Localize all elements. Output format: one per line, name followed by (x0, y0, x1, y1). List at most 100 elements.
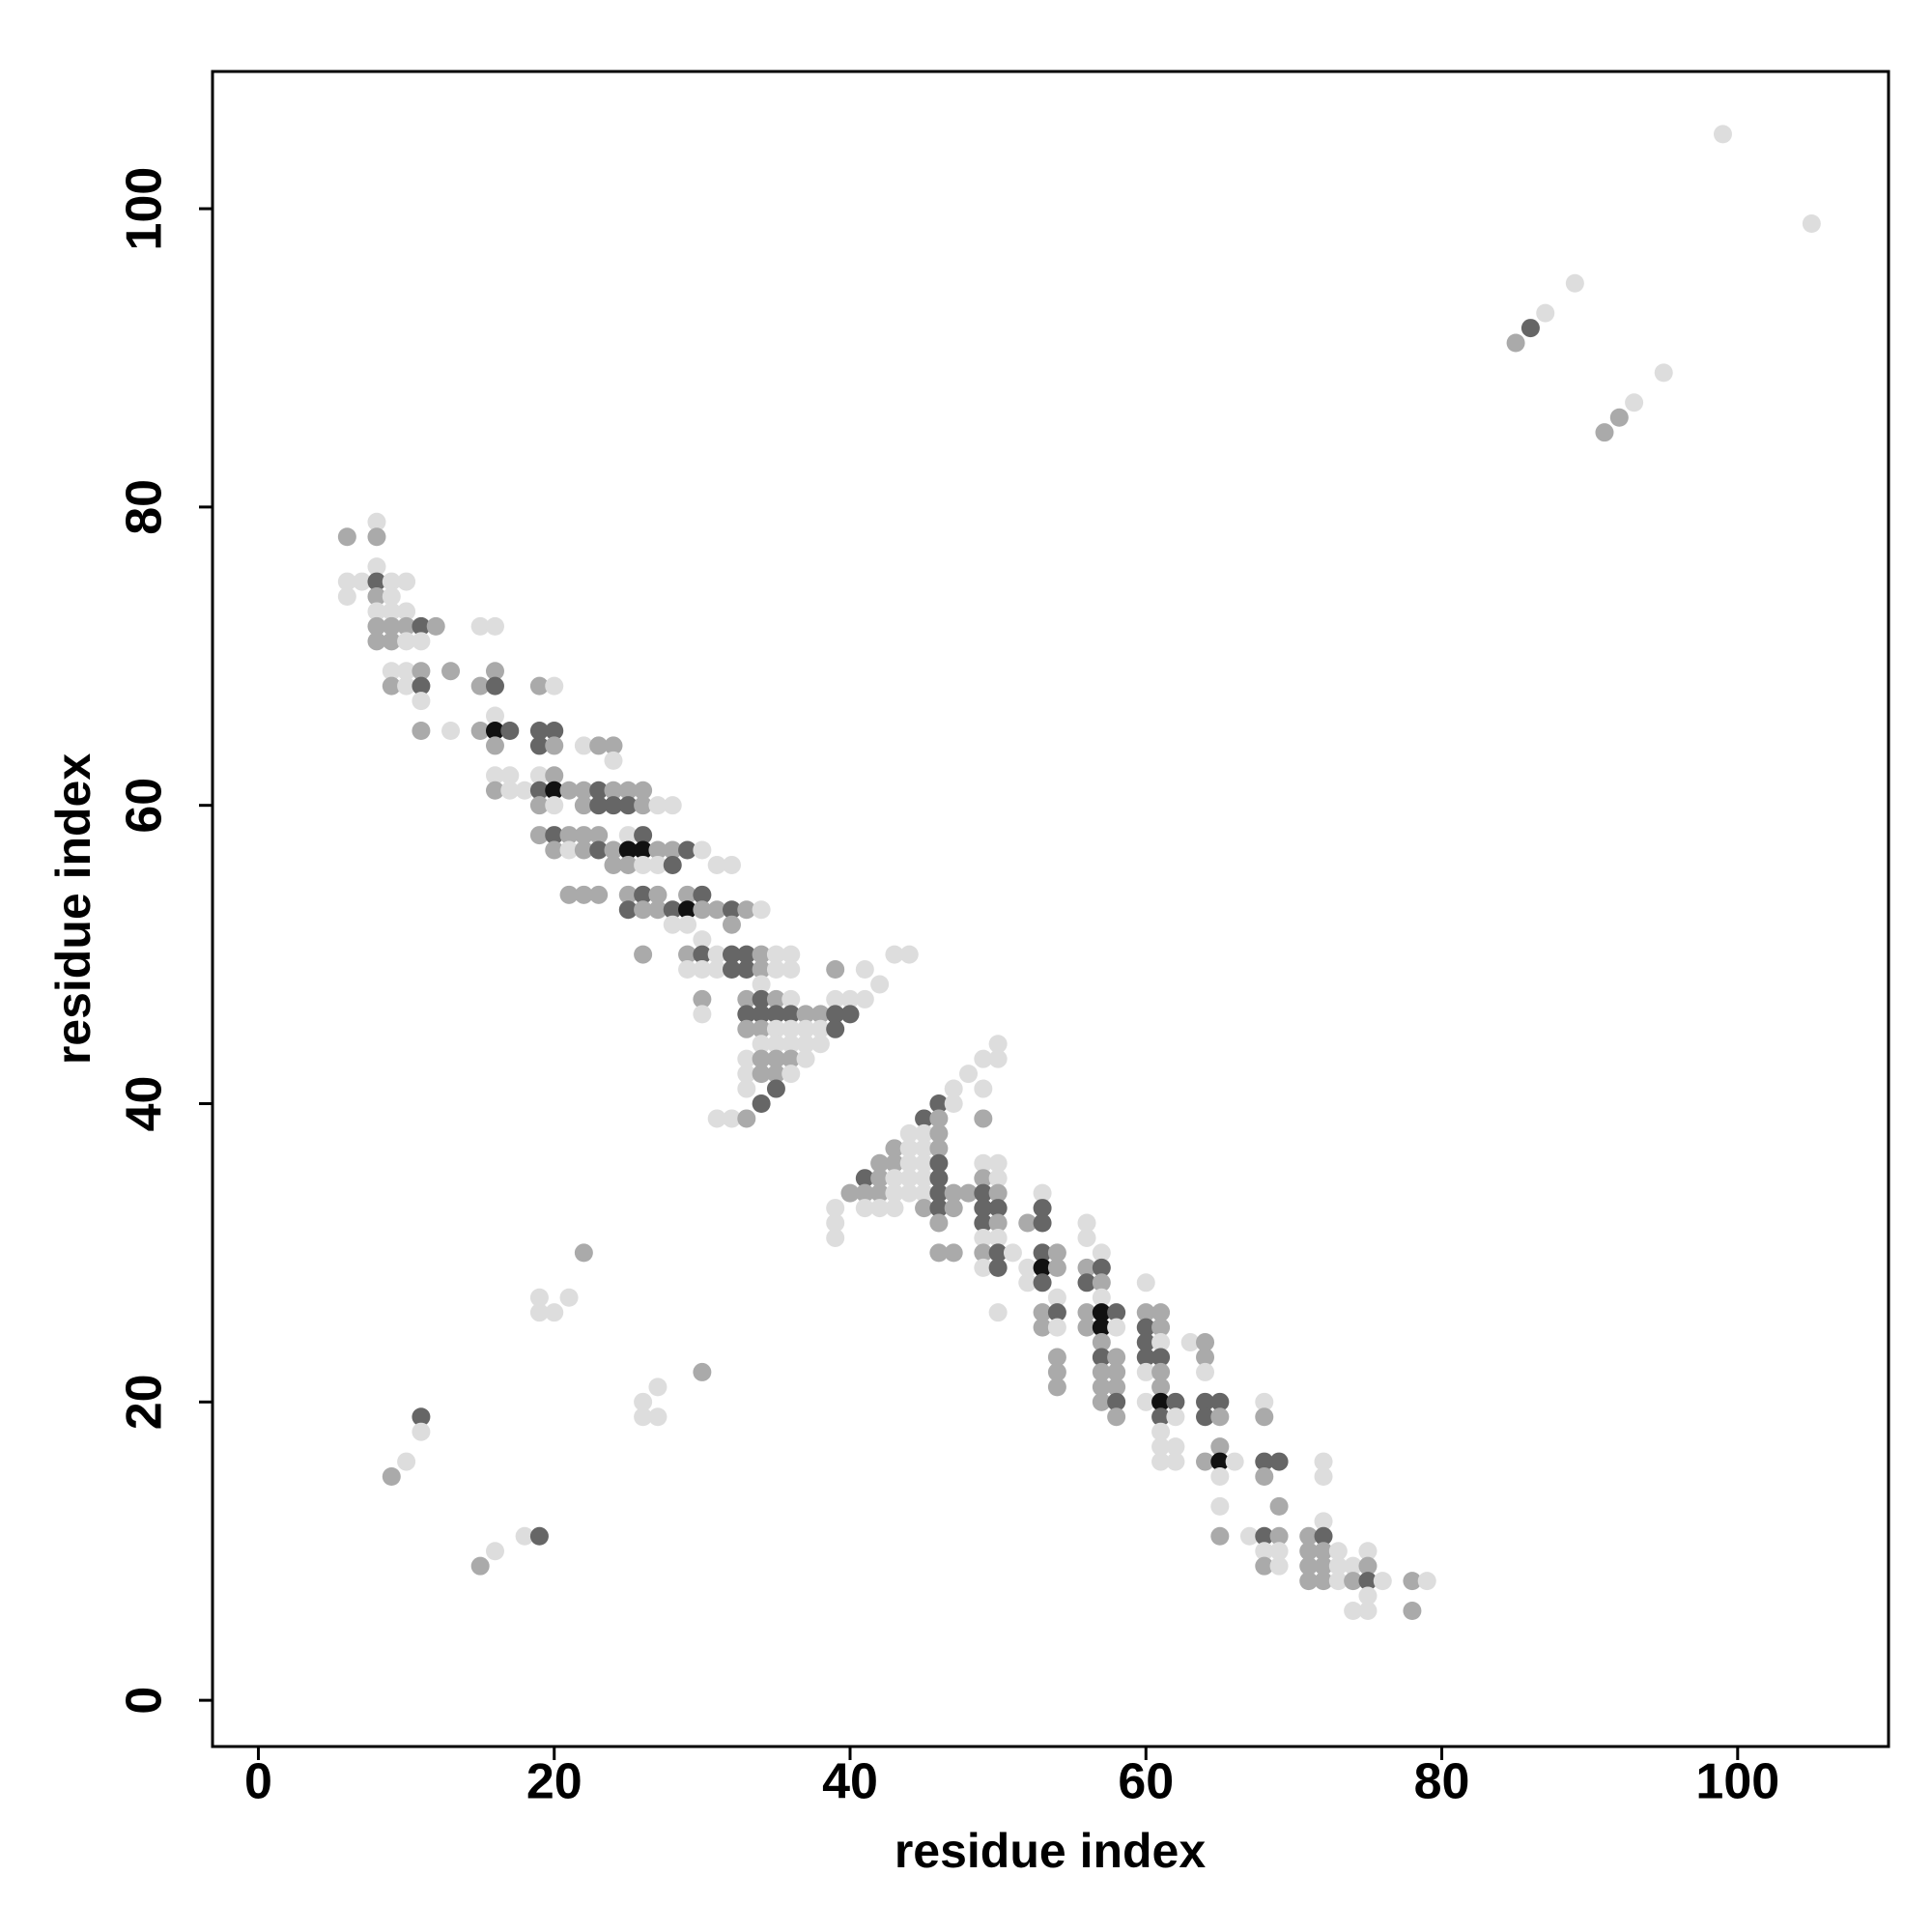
contact-point (826, 960, 845, 980)
contact-point (1077, 1318, 1096, 1337)
contact-point (929, 1183, 949, 1203)
contact-point (899, 1123, 919, 1143)
contact-point (1417, 1572, 1436, 1591)
contact-point (974, 1049, 993, 1068)
contact-point (426, 616, 445, 636)
x-tick-label: 0 (244, 1754, 272, 1810)
contact-point (1077, 1228, 1096, 1247)
contact-point (915, 1109, 934, 1128)
contact-point (810, 1005, 830, 1024)
contact-point (412, 676, 431, 696)
contact-point (1047, 1348, 1066, 1367)
y-tick-label: 80 (117, 479, 173, 535)
contact-point (1151, 1303, 1171, 1322)
contact-point (529, 676, 549, 696)
contact-point (337, 527, 356, 547)
contact-point (441, 721, 461, 740)
contact-point (397, 616, 416, 636)
contact-point (1373, 1572, 1392, 1591)
contact-point (1269, 1452, 1289, 1471)
contact-point (1136, 1318, 1155, 1337)
contact-point (1196, 1333, 1215, 1352)
contact-point (944, 1094, 963, 1114)
contact-point (529, 826, 549, 845)
contact-point (1136, 1348, 1155, 1367)
contact-point (529, 1303, 549, 1322)
contact-point (470, 676, 490, 696)
contact-point (781, 989, 801, 1009)
contact-point (412, 616, 431, 636)
contact-point (382, 662, 401, 681)
contact-point (929, 1139, 949, 1158)
contact-point (1210, 1467, 1230, 1487)
contact-point (1196, 1362, 1215, 1381)
contact-point (826, 1005, 845, 1024)
contact-point (929, 1243, 949, 1263)
contact-point (885, 1139, 904, 1158)
contact-point (915, 1139, 934, 1158)
contact-point (1536, 303, 1555, 323)
contact-point (781, 1065, 801, 1084)
contact-point (1506, 333, 1525, 353)
contact-point (1328, 1542, 1348, 1561)
contact-point (1092, 1392, 1111, 1411)
contact-point (559, 826, 579, 845)
contact-point (1196, 1348, 1215, 1367)
contact-point (1047, 1258, 1066, 1277)
contact-point (604, 840, 623, 860)
contact-point (974, 1199, 993, 1218)
contact-point (781, 1005, 801, 1024)
contact-point (545, 781, 564, 800)
contact-point (988, 1199, 1008, 1218)
contact-point (1018, 1213, 1037, 1233)
contact-point (766, 1005, 785, 1024)
contact-point (574, 781, 593, 800)
contact-point (634, 945, 653, 964)
y-tick-label: 60 (117, 778, 173, 834)
contact-point (840, 1005, 860, 1024)
contact-point (899, 1139, 919, 1158)
contact-point (678, 960, 697, 980)
contact-point (974, 1169, 993, 1188)
contact-point (737, 1109, 756, 1128)
contact-point (367, 572, 386, 591)
contact-point (559, 1288, 579, 1307)
contact-point (618, 900, 638, 920)
contact-point (781, 960, 801, 980)
contact-point (545, 736, 564, 755)
contact-point (412, 721, 431, 740)
contact-point (634, 1392, 653, 1411)
contact-point (766, 1065, 785, 1084)
contact-point (1092, 1378, 1111, 1397)
contact-point (810, 1019, 830, 1038)
contact-point (885, 1199, 904, 1218)
contact-point (1151, 1318, 1171, 1337)
y-tick-label: 0 (117, 1687, 173, 1715)
contact-point (885, 1153, 904, 1173)
contact-point (781, 1019, 801, 1038)
contact-point (663, 900, 682, 920)
contact-point (634, 796, 653, 815)
contact-point (397, 632, 416, 651)
contact-point (1077, 1258, 1096, 1277)
x-tick-label: 80 (1414, 1754, 1470, 1810)
contact-point (1151, 1333, 1171, 1352)
contact-point (1136, 1362, 1155, 1381)
contact-point (1269, 1556, 1289, 1576)
contact-point (412, 692, 431, 711)
contact-point (1166, 1407, 1185, 1427)
contact-point (1255, 1452, 1274, 1471)
contact-point (737, 989, 756, 1009)
contact-point (885, 945, 904, 964)
contact-point (944, 1079, 963, 1098)
contact-point (1210, 1452, 1230, 1471)
contact-point (796, 1049, 815, 1068)
contact-point (766, 1035, 785, 1054)
contact-point (707, 960, 726, 980)
contact-point (1625, 393, 1644, 412)
contact-point (840, 1183, 860, 1203)
contact-point (500, 781, 520, 800)
contact-point (1196, 1392, 1215, 1411)
contact-point (693, 885, 712, 904)
contact-point (1047, 1378, 1066, 1397)
